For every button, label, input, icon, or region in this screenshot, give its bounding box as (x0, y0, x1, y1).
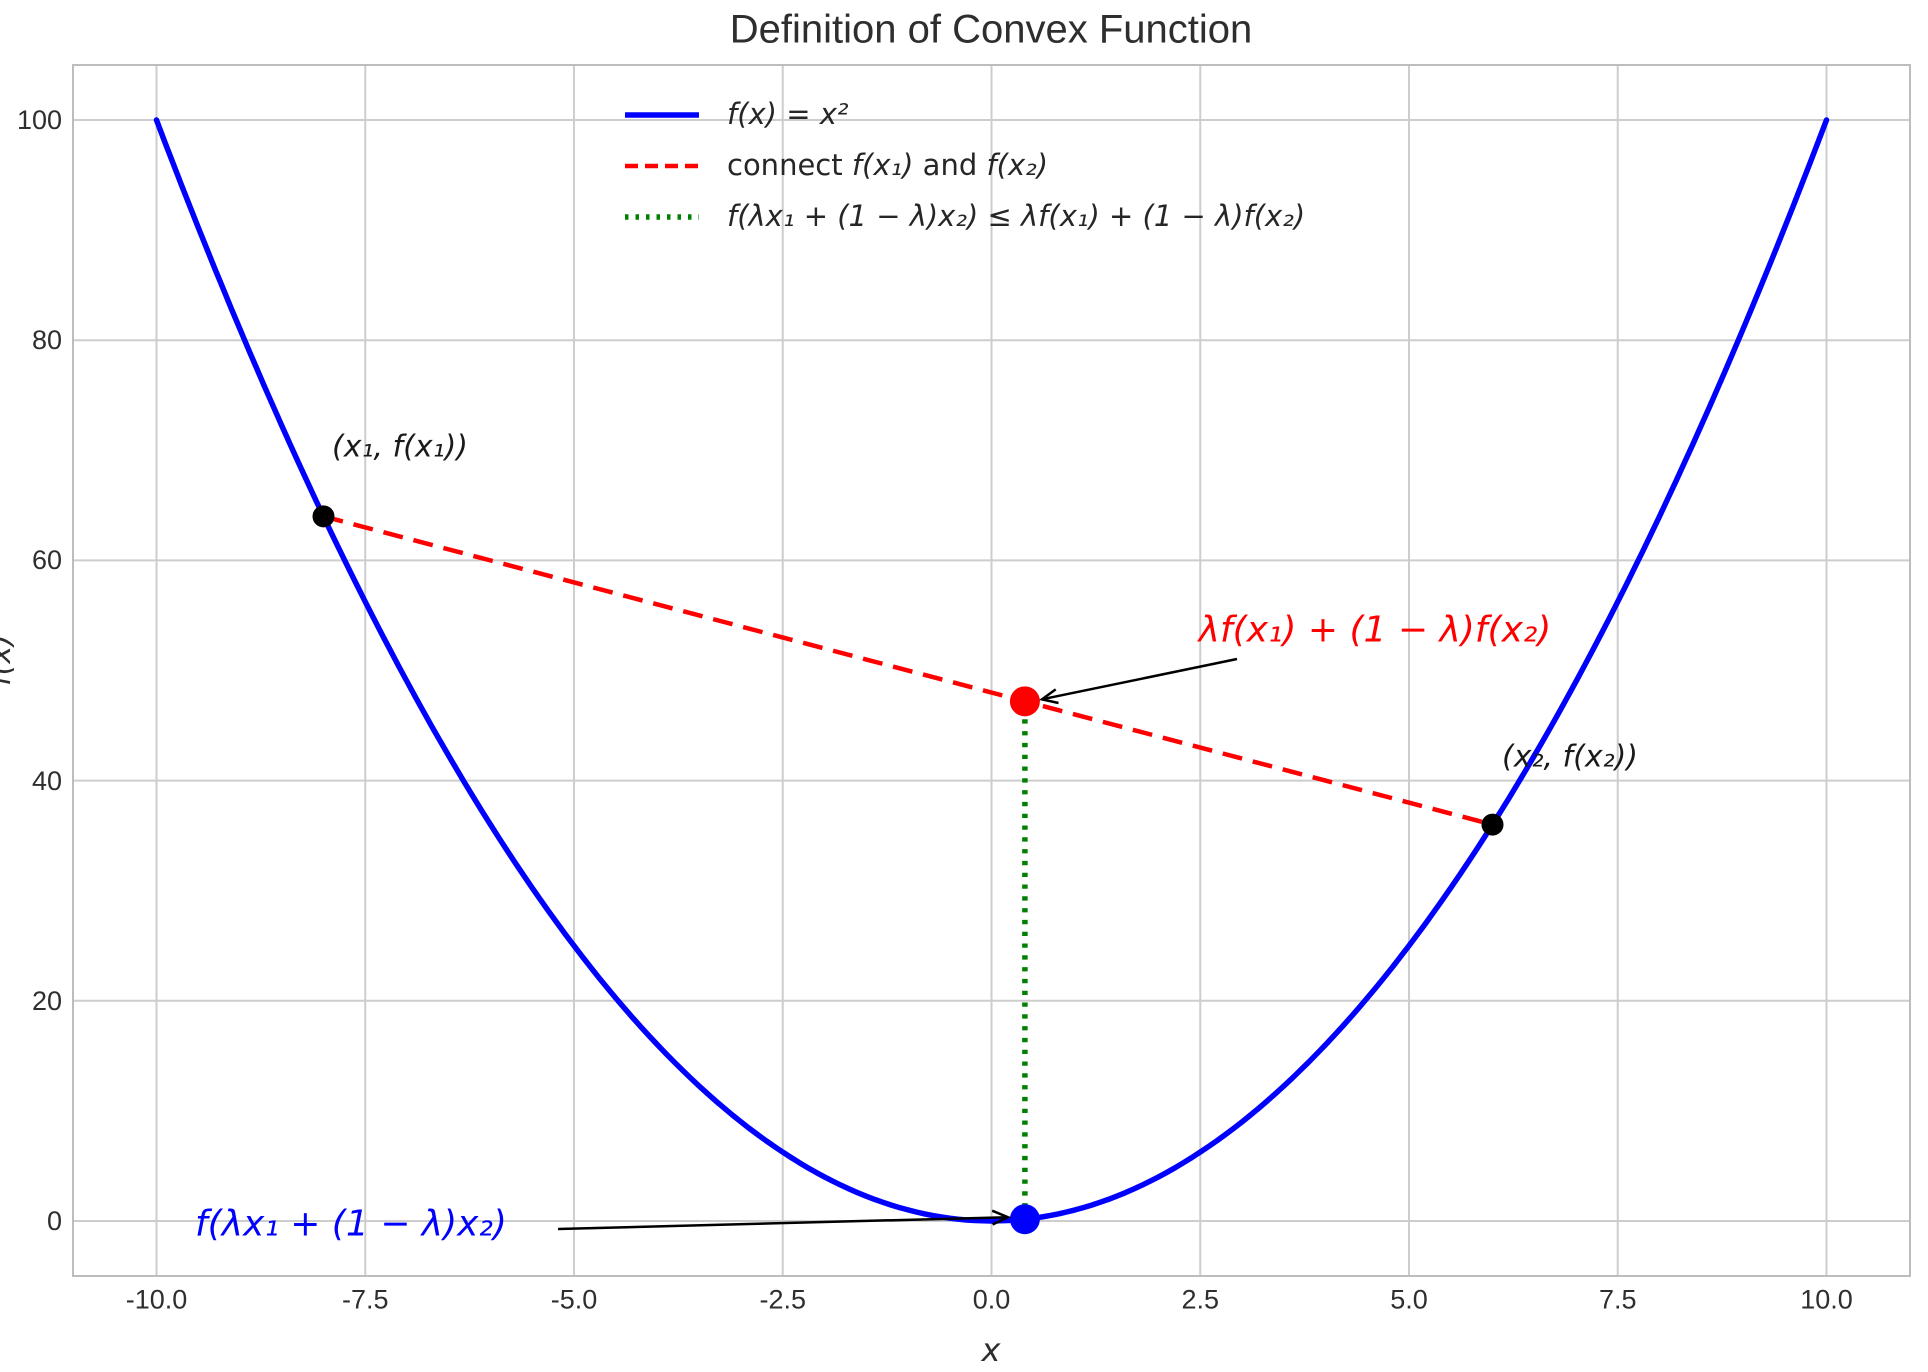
legend-swatch-dashed-line (625, 163, 699, 168)
legend-swatch-dotted-line (625, 213, 699, 220)
legend-label-segment: f(x₂) (986, 148, 1049, 182)
x-tick-label: 7.5 (1598, 1284, 1637, 1315)
legend-label-segment: connect (727, 148, 852, 182)
arrow-to-curve-value (557, 1215, 1008, 1231)
point-curve-value (1009, 1204, 1040, 1235)
legend-item: f(x) = x² (623, 89, 1305, 140)
legend: f(x) = x² connect f(x₁) and f(x₂) f(λx₁ + … (623, 89, 1305, 242)
plot-border (72, 64, 1911, 1277)
annotation-chord-value: λf(x₁) + (1 − λ)f(x₂) (1198, 609, 1552, 651)
point-x2 (1481, 813, 1504, 836)
legend-label: f(x) = x² (727, 97, 849, 132)
x-axis-label: x (981, 1331, 1001, 1369)
legend-label-segment: f(x₁) (851, 148, 914, 182)
point-label-x1: (x₁, f(x₁)) (331, 429, 469, 465)
legend-label: connect f(x₁) and f(x₂) (727, 148, 1048, 183)
legend-label-segment: f(λx₁ + (1 − λ)x₂) ≤ λf(x₁) + (1 − λ)f(x… (727, 199, 1306, 233)
legend-swatch-solid-line (625, 111, 699, 118)
x-tick-label: -10.0 (125, 1284, 188, 1315)
x-tick-label: -2.5 (759, 1284, 807, 1315)
y-tick-label: 80 (31, 325, 62, 356)
y-tick-label: 60 (31, 545, 62, 576)
legend-label-segment: and (913, 148, 987, 182)
legend-label: f(λx₁ + (1 − λ)x₂) ≤ λf(x₁) + (1 − λ)f(x… (727, 199, 1305, 234)
y-tick-label: 20 (31, 985, 62, 1016)
legend-item: f(λx₁ + (1 − λ)x₂) ≤ λf(x₁) + (1 − λ)f(x… (623, 191, 1305, 242)
legend-label-segment: f(x) = x² (727, 97, 849, 131)
curve-fx (153, 117, 1830, 1224)
y-tick-label: 0 (46, 1205, 62, 1236)
x-tick-label: 0.0 (972, 1284, 1011, 1315)
chord-line (322, 514, 1494, 827)
x-tick-label: 2.5 (1181, 1284, 1220, 1315)
arrow-to-chord-value (1041, 657, 1238, 701)
y-tick-label: 100 (16, 105, 62, 136)
point-label-x2: (x₂, f(x₂)) (1501, 739, 1639, 775)
legend-item: connect f(x₁) and f(x₂) (623, 140, 1305, 191)
arrow-to-chord-value-head (1038, 688, 1059, 705)
x-tick-label: -7.5 (341, 1284, 389, 1315)
x-tick-label: -5.0 (550, 1284, 598, 1315)
y-axis-label: f(x) (0, 634, 18, 686)
point-x1 (312, 505, 335, 528)
chart-title: Definition of Convex Function (729, 7, 1253, 52)
x-tick-label: 10.0 (1800, 1284, 1853, 1315)
x-tick-label: 5.0 (1390, 1284, 1428, 1315)
point-chord-value (1009, 686, 1040, 717)
y-tick-label: 40 (31, 765, 62, 796)
arrow-to-curve-value-head (991, 1209, 1011, 1226)
annotation-curve-value: f(λx₁ + (1 − λ)x₂) (195, 1203, 507, 1245)
